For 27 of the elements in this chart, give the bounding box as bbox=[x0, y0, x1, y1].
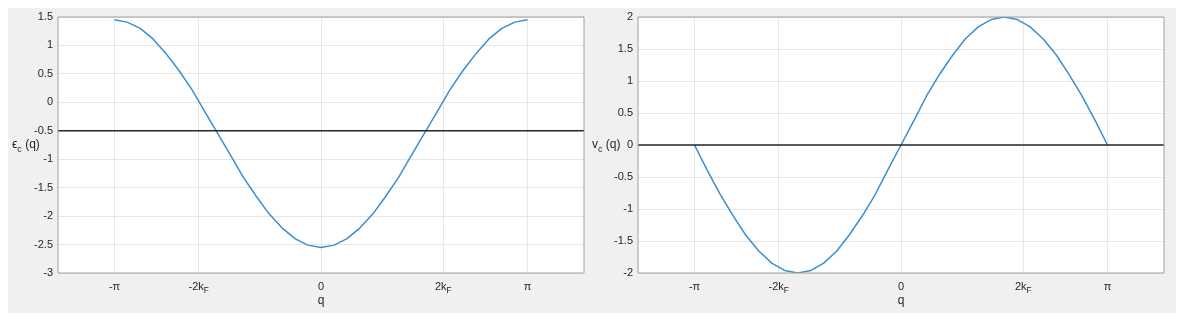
y-tick-label: 1.5 bbox=[37, 10, 54, 23]
x-tick-label: -π bbox=[108, 280, 121, 293]
y-tick-label: -1 bbox=[623, 202, 633, 215]
y-tick-label: 0.5 bbox=[37, 66, 54, 79]
y-tick-label: 1.5 bbox=[617, 42, 634, 55]
x-tick-label: 0 bbox=[897, 280, 905, 293]
y-tick-label: 0 bbox=[46, 95, 54, 108]
y-tick-label: -2 bbox=[43, 209, 53, 222]
x-tick-label: -π bbox=[688, 280, 701, 293]
y-tick-label: -1 bbox=[43, 152, 53, 165]
y-tick-label: -2 bbox=[623, 266, 633, 279]
x-tick-label: π bbox=[1103, 280, 1112, 293]
y-tick-label: 0.5 bbox=[617, 106, 634, 119]
y-tick-label: -1.5 bbox=[34, 180, 54, 193]
y-tick-label: -2.5 bbox=[34, 237, 54, 250]
y-tick-label: 0 bbox=[626, 138, 634, 151]
y-tick-label: 1 bbox=[626, 74, 634, 87]
x-axis-title: q bbox=[897, 293, 905, 308]
x-tick-label: π bbox=[523, 280, 532, 293]
x-tick-label: 0 bbox=[317, 280, 325, 293]
y-tick-label: -3 bbox=[43, 266, 53, 279]
x-axis-title: q bbox=[317, 293, 325, 308]
y-tick-label: -0.5 bbox=[34, 123, 54, 136]
y-tick-label: -0.5 bbox=[614, 170, 634, 183]
y-tick-label: 2 bbox=[626, 10, 634, 23]
y-tick-label: -1.5 bbox=[614, 234, 634, 247]
y-tick-label: 1 bbox=[46, 38, 54, 51]
